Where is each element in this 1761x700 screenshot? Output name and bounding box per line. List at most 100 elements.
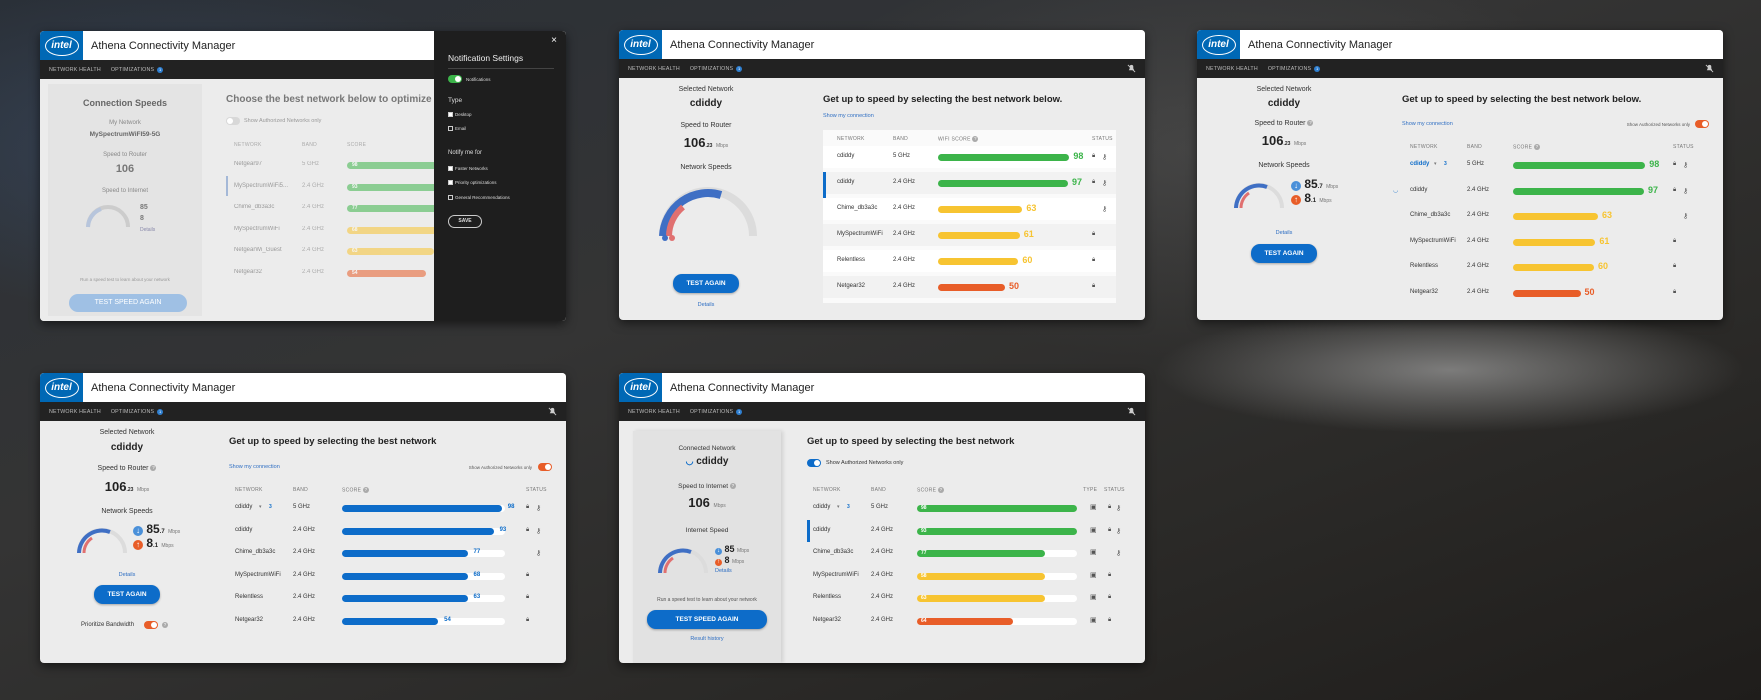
help-icon[interactable]: ? [972, 136, 979, 142]
notifications-off-icon[interactable] [548, 407, 557, 416]
key-icon[interactable]: ⚷ [1102, 154, 1108, 161]
tab-optimizations[interactable]: OPTIMIZATIONS [110, 66, 155, 73]
table-row[interactable]: cdiddy 5 GHz 98 🔒︎ ⚷ [823, 146, 1116, 168]
help-icon[interactable]: ? [1307, 120, 1314, 127]
result-history-link[interactable]: Result history [690, 636, 724, 642]
save-button[interactable]: SAVE [448, 215, 482, 228]
help-icon[interactable]: ? [1533, 144, 1540, 150]
checkbox-general[interactable] [448, 195, 453, 201]
general-option[interactable]: General Recommendations [448, 195, 510, 201]
table-row[interactable]: MySpectrumWiFi5... 2.4 GHz 93 [226, 175, 461, 198]
checkbox-email[interactable] [448, 126, 453, 132]
table-row[interactable]: MySpectrumWiFi 2.4 GHz 68 🔒︎ [229, 565, 549, 587]
tab-optimizations[interactable]: OPTIMIZATIONS [110, 408, 155, 415]
table-row[interactable]: Chime_db3a3c 2.4 GHz 77 ⚷ [229, 542, 549, 564]
tab-optimizations[interactable]: OPTIMIZATIONS [1267, 65, 1312, 72]
key-icon[interactable]: ⚷ [536, 550, 542, 557]
table-row[interactable]: Chime_db3a3c 2.4 GHz 77 [226, 197, 447, 219]
show-connection-link[interactable]: Show my connection [1402, 121, 1453, 127]
table-row[interactable]: Relentless 2.4 GHz 60 🔒︎ [1402, 256, 1704, 278]
details-link[interactable]: Details [118, 572, 136, 578]
my-network-name[interactable]: MySpectrumWiFI59-5G [89, 131, 161, 138]
table-row[interactable]: cdiddy ▾ 3 5 GHz 98 🔒︎ ⚷ [1402, 154, 1704, 176]
table-row[interactable]: cdiddy 2.4 GHz 97 🔒︎ ⚷ [823, 172, 1116, 198]
checkbox-faster[interactable] [448, 166, 453, 172]
key-icon[interactable]: ⚷ [1683, 213, 1689, 220]
help-icon[interactable]: ? [150, 465, 157, 472]
tab-network-health[interactable]: NETWORK HEALTH [49, 408, 101, 415]
details-link[interactable]: Details [715, 568, 732, 574]
tab-optimizations[interactable]: OPTIMIZATIONS [689, 65, 734, 72]
email-option[interactable]: Email [448, 126, 466, 132]
table-row[interactable]: Relentless 2.4 GHz 63 🔒︎ [229, 587, 549, 609]
help-icon[interactable]: ? [162, 622, 168, 628]
notifications-off-icon[interactable] [1705, 64, 1714, 73]
notifications-off-icon[interactable] [1127, 64, 1136, 73]
help-icon[interactable]: ? [362, 487, 369, 493]
table-row[interactable]: Chime_db3a3c 2.4 GHz 77 ▣ ⚷ [807, 542, 1129, 564]
prioritize-toggle[interactable] [144, 621, 158, 629]
tab-optimizations[interactable]: OPTIMIZATIONS [689, 408, 734, 415]
table-row[interactable]: cdiddy ▾ 3 5 GHz 98 ▣ 🔒︎ ⚷ [807, 497, 1129, 519]
notifications-toggle[interactable] [448, 75, 462, 83]
key-icon[interactable]: ⚷ [1683, 162, 1689, 169]
table-row[interactable]: Chime_db3a3c 2.4 GHz 63 ⚷ [1402, 205, 1704, 227]
key-icon[interactable]: ⚷ [1683, 187, 1689, 195]
test-speed-again-button[interactable]: TEST SPEED AGAIN [647, 610, 767, 629]
table-row[interactable]: NetgearWi_Guest 2.4 GHz 63 [226, 240, 436, 262]
checkbox-priority[interactable] [448, 180, 453, 186]
expand-chevron-icon[interactable]: ▾ [837, 504, 840, 510]
table-row[interactable]: Relentless 2.4 GHz 63 ▣ 🔒︎ [807, 587, 1129, 609]
table-row[interactable]: MySpectrumWiFi 2.4 GHz 61 🔒︎ [823, 224, 1116, 246]
key-icon[interactable]: ⚷ [1116, 527, 1122, 535]
test-again-button[interactable]: TEST AGAIN [1251, 244, 1317, 263]
table-row[interactable]: MySpectrumWiFi 2.4 GHz 61 🔒︎ [1402, 231, 1704, 253]
table-row[interactable]: MySpectrumWiFi 2.4 GHz 68 [226, 219, 439, 241]
show-connection-link[interactable]: Show my connection [823, 113, 874, 119]
details-link[interactable]: Details [140, 227, 156, 233]
desktop-option[interactable]: Desktop [448, 112, 472, 118]
test-speed-again-button[interactable]: TEST SPEED AGAIN [69, 294, 187, 312]
expand-chevron-icon[interactable]: ▾ [1434, 161, 1437, 167]
table-row[interactable]: Netgear97 5 GHz 98 [226, 154, 466, 176]
checkbox-desktop[interactable] [448, 112, 453, 118]
details-link[interactable]: Details [697, 302, 715, 308]
table-row[interactable]: Relentless 2.4 GHz 60 🔒︎ [823, 250, 1116, 272]
expand-chevron-icon[interactable]: ▾ [259, 504, 262, 510]
details-link[interactable]: Details [1275, 230, 1293, 236]
help-icon[interactable]: ? [937, 487, 944, 493]
key-icon[interactable]: ⚷ [536, 527, 542, 535]
close-icon[interactable]: × [551, 35, 557, 46]
authorized-toggle[interactable] [538, 463, 552, 471]
faster-option[interactable]: Faster Networks [448, 166, 488, 172]
priority-option[interactable]: Priority optimizations [448, 180, 497, 186]
help-icon[interactable]: ? [729, 483, 736, 490]
table-row[interactable]: Netgear32 2.4 GHz 64 ▣ 🔒︎ [807, 610, 1129, 632]
test-again-button[interactable]: TEST AGAIN [673, 274, 739, 293]
table-row[interactable]: Chime_db3a3c 2.4 GHz 63 ⚷ [823, 198, 1116, 220]
key-icon[interactable]: ⚷ [1116, 505, 1122, 512]
tab-network-health[interactable]: NETWORK HEALTH [628, 65, 680, 72]
show-connection-link[interactable]: Show my connection [229, 464, 280, 470]
notifications-off-icon[interactable] [1127, 407, 1136, 416]
tab-network-health[interactable]: NETWORK HEALTH [49, 66, 101, 73]
table-row[interactable]: ◡ cdiddy 2.4 GHz 97 🔒︎ ⚷ [1393, 180, 1704, 202]
tab-network-health[interactable]: NETWORK HEALTH [1206, 65, 1258, 72]
key-icon[interactable]: ⚷ [1102, 180, 1108, 187]
authorized-toggle[interactable] [226, 117, 240, 125]
table-row[interactable]: cdiddy 2.4 GHz 93 🔒︎ ⚷ [229, 520, 549, 542]
table-row[interactable]: cdiddy ▾ 3 5 GHz 98 🔒︎ ⚷ [229, 497, 549, 519]
key-icon[interactable]: ⚷ [536, 505, 542, 512]
key-icon[interactable]: ⚷ [1102, 206, 1108, 213]
test-again-button[interactable]: TEST AGAIN [94, 585, 160, 604]
table-row[interactable]: Netgear32 2.4 GHz 50 🔒︎ [1402, 282, 1704, 304]
table-row[interactable]: Netgear32 2.4 GHz 54 🔒︎ [229, 610, 549, 632]
table-row[interactable]: Netgear32 2.4 GHz 50 🔒︎ [823, 276, 1116, 298]
table-row[interactable]: MySpectrumWiFi 2.4 GHz 58 ▣ 🔒︎ [807, 565, 1129, 587]
authorized-toggle[interactable] [1695, 120, 1709, 128]
table-row[interactable]: Netgear32 2.4 GHz 54 [226, 262, 436, 284]
tab-network-health[interactable]: NETWORK HEALTH [628, 408, 680, 415]
key-icon[interactable]: ⚷ [1116, 550, 1122, 557]
table-row[interactable]: cdiddy 2.4 GHz 93 ▣ 🔒︎ ⚷ [807, 519, 1129, 542]
authorized-toggle[interactable] [807, 459, 821, 467]
